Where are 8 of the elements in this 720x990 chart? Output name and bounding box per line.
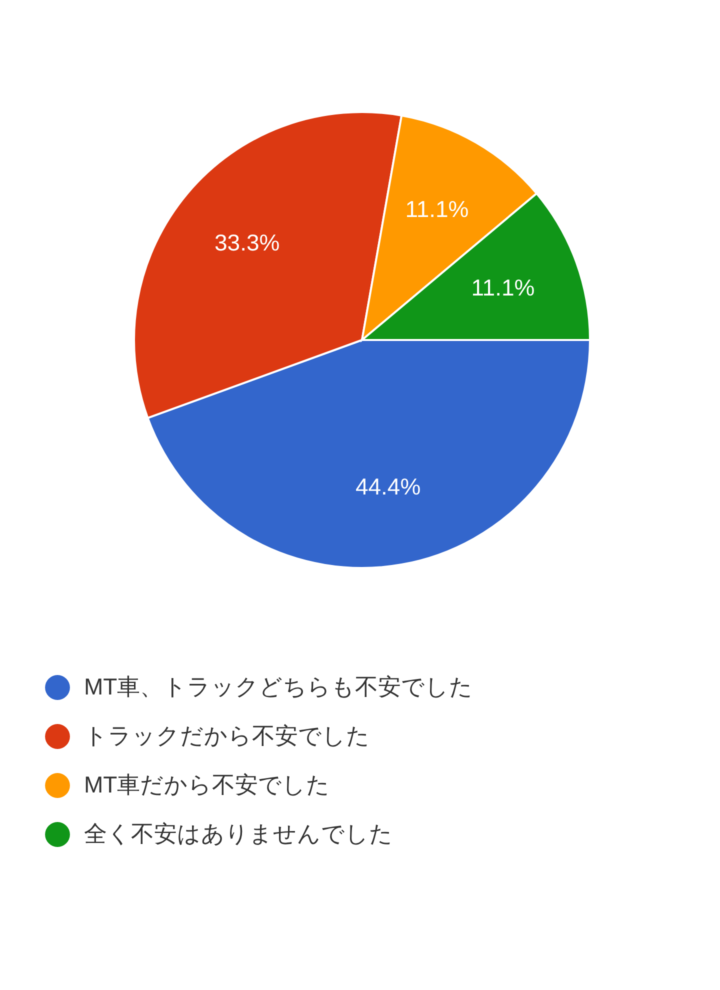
data-label: 11.1% [471,274,535,301]
legend-label: MT車だから不安でした [84,772,330,798]
data-label: 33.3% [214,230,280,256]
legend-label: 全く不安はありませんでした [84,820,393,846]
legend-label: MT車、トラックどちらも不安でした [84,674,474,700]
data-label: 11.1% [405,196,469,222]
legend-label: トラックだから不安でした [84,722,370,748]
data-label: 44.4% [355,474,421,500]
